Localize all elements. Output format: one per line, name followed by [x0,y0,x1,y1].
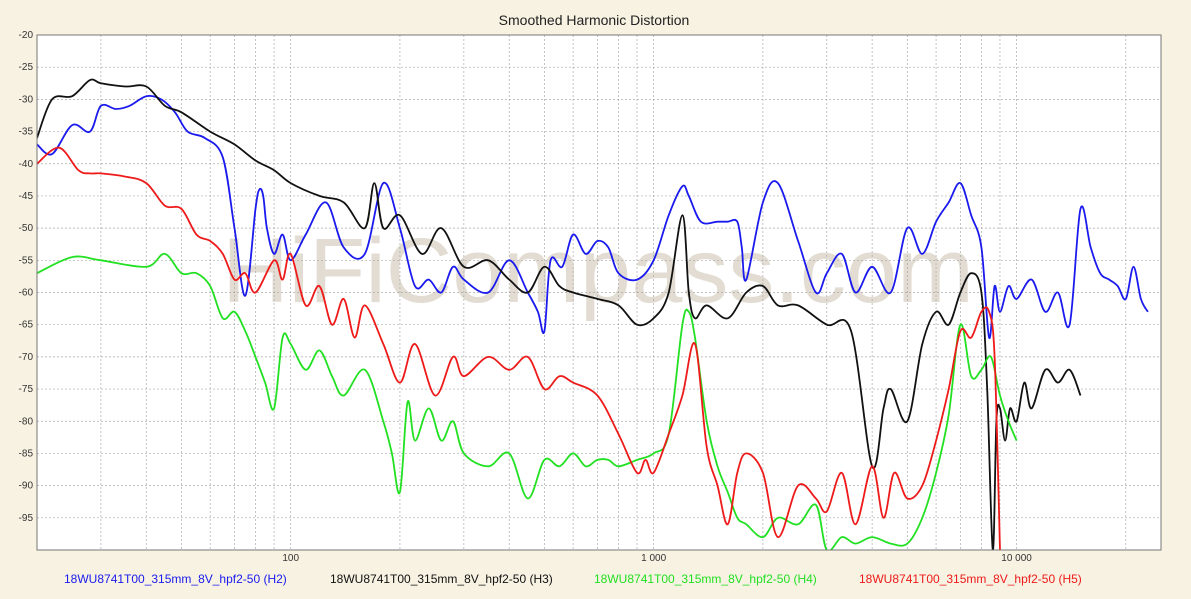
y-tick-label: -80 [19,416,34,427]
y-tick-label: -60 [19,288,34,299]
legend-entry-2: 18WU8741T00_315mm_8V_hpf2-50 (H2) [64,572,287,586]
y-tick-label: -95 [19,513,34,524]
legend-entry-3: 18WU8741T00_315mm_8V_hpf2-50 (H3) [330,572,553,586]
grid-lines [37,35,1161,550]
series-line-5 [37,146,1001,550]
y-tick-label: -70 [19,352,34,363]
y-tick-label: -20 [19,30,34,41]
x-tick-label: 100 [282,553,299,564]
y-tick-label: -55 [19,255,34,266]
chart-title: Smoothed Harmonic Distortion [499,12,690,28]
series-line-4 [37,253,1018,550]
y-tick-label: -65 [19,320,34,331]
legend-entry-5: 18WU8741T00_315mm_8V_hpf2-50 (H5) [859,572,1082,586]
watermark-text: HiFiCompass.com [222,220,973,322]
plot-border [36,34,1162,551]
y-tick-label: -75 [19,384,34,395]
series-lines [37,78,1149,550]
y-tick-label: -40 [19,159,34,170]
series-line-2 [37,94,1149,339]
x-tick-label: 1 000 [641,553,666,564]
axis-labels: -20 -25 -30 -35 -40 -45 -50 -55 -60 -65 -70 -75 -80 -… [19,30,1033,564]
y-tick-label: -35 [19,127,34,138]
y-tick-label: -30 [19,94,34,105]
y-tick-label: -45 [19,191,34,202]
y-tick-label: -50 [19,223,34,234]
y-tick-label: -90 [19,481,34,492]
y-tick-label: -85 [19,448,34,459]
x-tick-label: 10 000 [1001,553,1032,564]
legend: 18WU8741T00_315mm_8V_hpf2-50 (H2) 18WU874… [64,572,1082,586]
series-line-3 [37,78,1082,550]
legend-entry-4: 18WU8741T00_315mm_8V_hpf2-50 (H4) [594,572,817,586]
y-tick-label: -25 [19,62,34,73]
